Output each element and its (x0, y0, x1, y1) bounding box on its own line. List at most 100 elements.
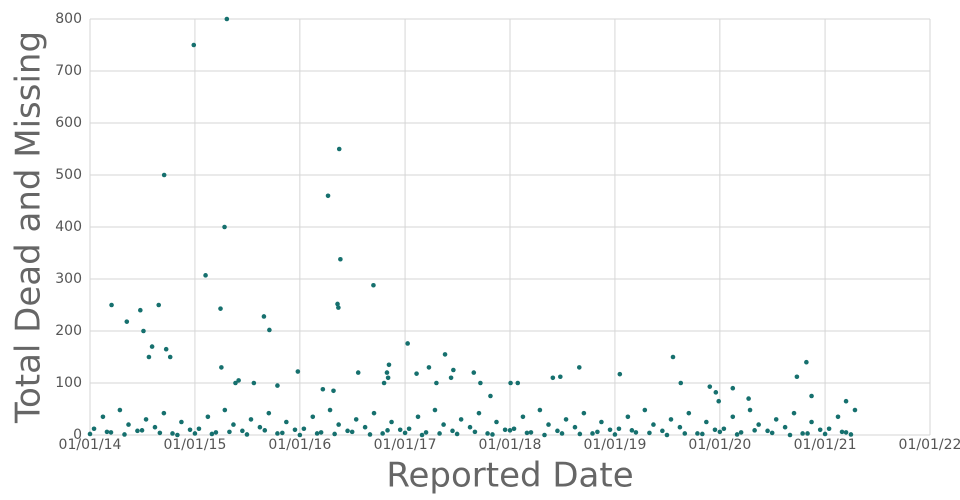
point (511, 426, 517, 432)
point (782, 424, 788, 430)
point (488, 393, 493, 399)
point (222, 224, 227, 230)
point (355, 370, 361, 375)
point (336, 305, 341, 310)
point (336, 422, 341, 427)
point (738, 430, 744, 435)
point (458, 417, 464, 422)
point (668, 417, 674, 422)
point (367, 432, 373, 437)
point (284, 419, 289, 425)
point (507, 428, 513, 433)
point (149, 344, 155, 349)
point (502, 427, 508, 433)
point (747, 407, 753, 413)
point (161, 172, 167, 178)
point (442, 352, 448, 357)
point (233, 380, 238, 386)
point (670, 354, 676, 360)
point (642, 407, 648, 413)
point (695, 431, 700, 436)
x-tick-label: 01/01/18 (479, 437, 542, 453)
point (163, 346, 169, 352)
point (716, 398, 722, 404)
point (156, 302, 162, 308)
point (664, 432, 670, 438)
point (629, 428, 635, 433)
point (325, 193, 331, 199)
point (678, 380, 684, 386)
point (794, 374, 800, 380)
point (327, 407, 333, 413)
point (467, 424, 473, 430)
point (222, 407, 228, 413)
point (262, 428, 268, 433)
point (476, 410, 482, 416)
point (332, 431, 337, 437)
point (314, 431, 320, 436)
point (485, 431, 490, 436)
point (572, 424, 578, 430)
y-tick-label: 200 (55, 323, 82, 339)
point (432, 407, 438, 413)
y-axis-title: Total Dead and Missing (9, 31, 49, 424)
point (616, 426, 622, 432)
point (617, 371, 623, 377)
grid (89, 18, 931, 436)
point (104, 429, 110, 435)
x-tick-label: 01/01/21 (794, 437, 857, 453)
y-tick-label: 500 (55, 167, 82, 183)
point (437, 431, 442, 436)
point (769, 430, 775, 436)
point (576, 365, 582, 370)
point (577, 431, 583, 437)
point (441, 422, 446, 427)
point (414, 371, 419, 376)
point (146, 354, 152, 360)
point (109, 302, 114, 308)
point (494, 419, 499, 425)
point (405, 341, 410, 346)
point (389, 419, 394, 425)
point (135, 428, 140, 434)
point (450, 428, 455, 434)
point (179, 419, 184, 425)
point (141, 328, 146, 334)
point (434, 380, 439, 386)
point (734, 432, 740, 437)
point (800, 431, 805, 436)
point (267, 327, 272, 333)
point (338, 256, 343, 262)
point (402, 430, 408, 436)
point (478, 380, 483, 386)
point (490, 432, 495, 437)
point (804, 359, 809, 365)
point (826, 426, 832, 432)
point (219, 365, 224, 370)
point (633, 430, 639, 435)
point (397, 427, 403, 433)
point (791, 410, 797, 416)
point (345, 428, 350, 434)
point (843, 398, 849, 404)
point (787, 432, 793, 438)
y-tick-label: 700 (55, 63, 82, 79)
y-tick-label: 0 (73, 427, 82, 443)
point (371, 282, 376, 288)
point (647, 430, 652, 436)
point (419, 432, 425, 438)
point (248, 417, 254, 422)
point (713, 390, 719, 395)
point (143, 417, 149, 422)
point (651, 422, 656, 427)
point (251, 380, 257, 386)
point (275, 383, 280, 388)
point (203, 273, 208, 278)
point (349, 429, 355, 435)
point (515, 380, 521, 386)
point (310, 414, 316, 420)
point (454, 431, 460, 437)
point (124, 319, 130, 324)
point (528, 430, 534, 435)
